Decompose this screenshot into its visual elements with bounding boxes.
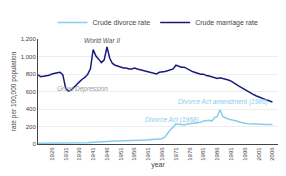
svg-text:2006: 2006 (269, 147, 275, 161)
svg-text:1981: 1981 (200, 147, 206, 161)
svg-text:1951: 1951 (118, 147, 124, 161)
svg-text:1996: 1996 (242, 147, 248, 161)
svg-text:1956: 1956 (132, 147, 138, 161)
svg-text:1991: 1991 (228, 147, 234, 161)
svg-text:1976: 1976 (187, 147, 193, 161)
svg-text:1926: 1926 (49, 147, 55, 161)
svg-text:1986: 1986 (214, 147, 220, 161)
svg-text:1946: 1946 (104, 147, 110, 161)
svg-text:rate per 100,000 population: rate per 100,000 population (10, 51, 18, 131)
svg-text:400: 400 (26, 106, 37, 112)
svg-text:Divorce Act (1968): Divorce Act (1968) (145, 116, 199, 124)
svg-text:year: year (151, 161, 165, 169)
svg-text:1941: 1941 (90, 147, 96, 161)
svg-text:600: 600 (26, 89, 37, 95)
svg-text:1936: 1936 (76, 147, 82, 161)
svg-text:800: 800 (26, 71, 37, 77)
svg-text:Great Depression: Great Depression (57, 85, 108, 93)
svg-text:0: 0 (32, 141, 36, 147)
svg-text:World War II: World War II (84, 37, 120, 44)
svg-text:1966: 1966 (159, 147, 165, 161)
svg-text:Crude marriage rate: Crude marriage rate (195, 19, 258, 27)
svg-text:1931: 1931 (63, 147, 69, 161)
svg-text:Divorce Act amendment (1986): Divorce Act amendment (1986) (178, 98, 268, 106)
svg-text:2001: 2001 (256, 147, 262, 161)
svg-text:1961: 1961 (145, 147, 151, 161)
svg-text:1,000: 1,000 (21, 54, 37, 60)
svg-text:Crude divorce rate: Crude divorce rate (93, 19, 151, 26)
svg-text:1971: 1971 (173, 147, 179, 161)
svg-text:200: 200 (26, 124, 37, 130)
svg-text:1,200: 1,200 (21, 36, 37, 42)
